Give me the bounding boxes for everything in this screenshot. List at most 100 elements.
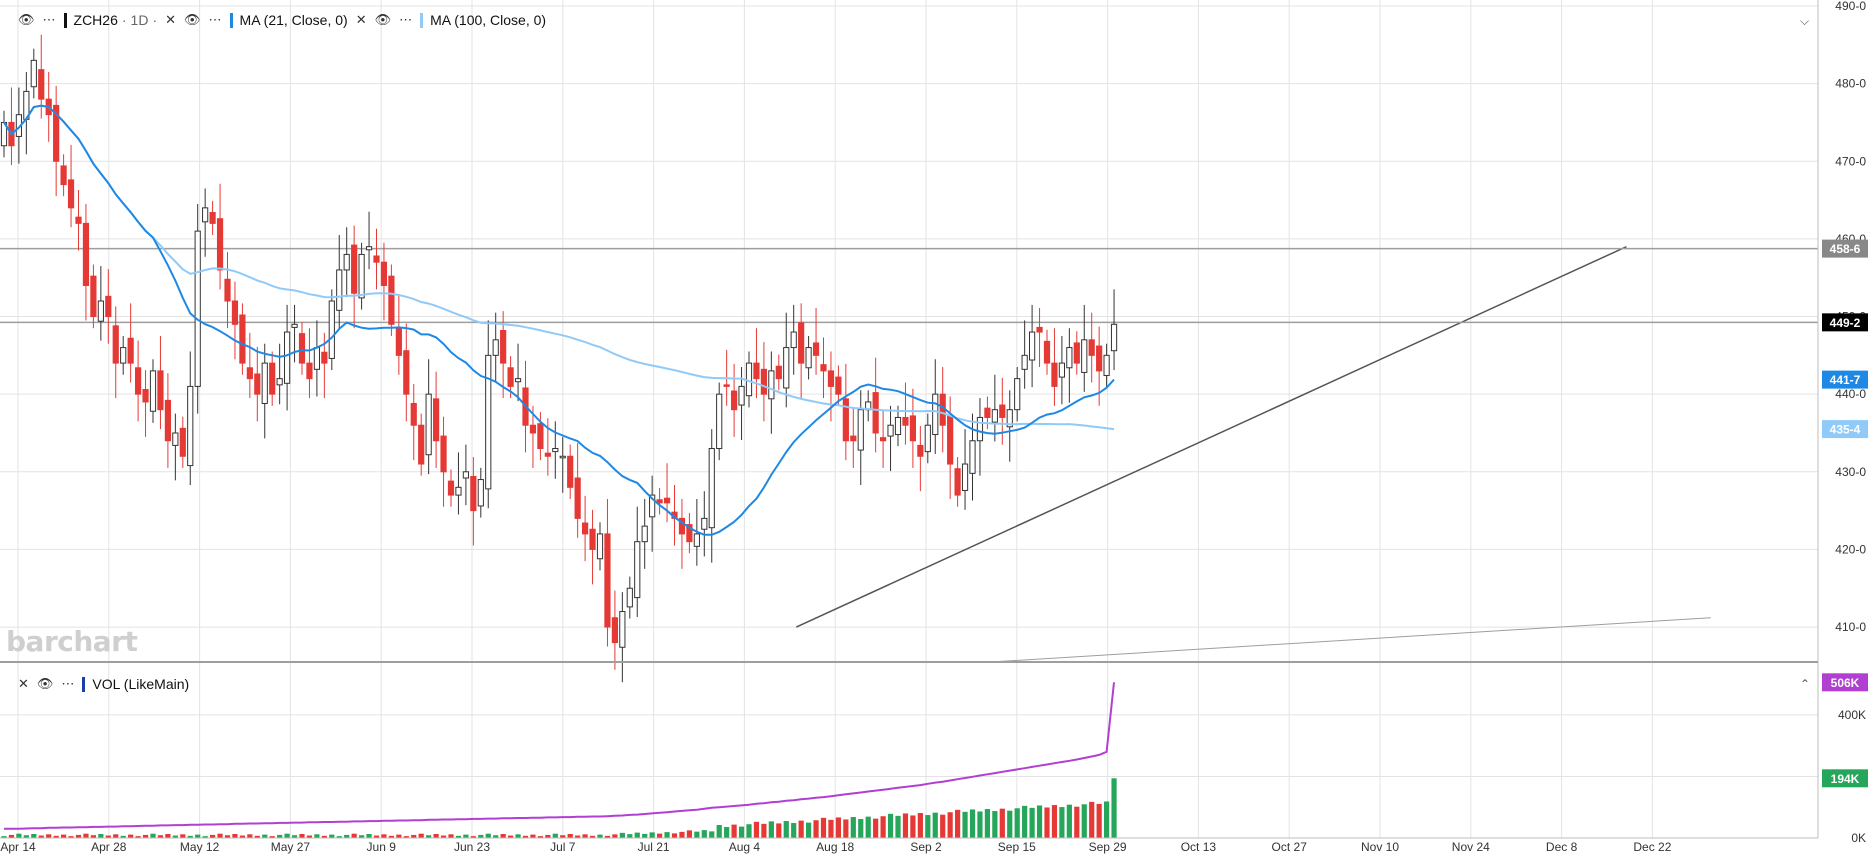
close-icon[interactable]: ✕ (18, 676, 29, 691)
volume-bar (403, 836, 409, 838)
x-tick-label: May 12 (180, 840, 220, 854)
candle-body (358, 253, 365, 299)
visibility-eye-icon[interactable]: 👁 (374, 12, 392, 27)
visibility-eye-icon[interactable]: 👁 (184, 12, 201, 27)
volume-bar (768, 821, 774, 838)
candle-body (649, 494, 656, 518)
volume-bar (254, 835, 260, 838)
volume-bar (582, 834, 588, 838)
price-label: 435-4 (1830, 423, 1861, 437)
candle-body (30, 59, 37, 88)
volume-bar (411, 834, 417, 838)
x-tick-label: Jul 21 (638, 840, 670, 854)
candle-body (961, 463, 969, 491)
volume-bar (1104, 801, 1110, 838)
volume-legend-item[interactable]: VOL (LikeMain) (82, 676, 189, 692)
volume-bar (113, 834, 119, 838)
ma21-legend[interactable]: MA (21, Close, 0) (229, 12, 348, 28)
candle-body (470, 475, 477, 512)
candle-body (999, 404, 1006, 418)
volume-bar (999, 808, 1005, 838)
price-lines[interactable] (0, 247, 1818, 324)
y-tick-label: 410-0 (1835, 620, 1866, 634)
candle-body (1051, 362, 1058, 387)
volume-bar (746, 824, 752, 838)
candle-body (1058, 362, 1066, 378)
x-tick-label: Apr 28 (91, 840, 127, 854)
more-icon[interactable]: ⋯ (208, 12, 222, 27)
candle-body (701, 517, 708, 530)
candle-body (202, 207, 209, 223)
volume-bar (359, 835, 365, 838)
more-icon[interactable]: ⋯ (399, 12, 413, 27)
candle-body (686, 524, 693, 543)
y-tick-label: 440-0 (1835, 387, 1866, 401)
candle-body (433, 398, 440, 442)
volume-bar (418, 833, 424, 838)
volume-bar (239, 835, 245, 838)
volume-bar (828, 819, 834, 838)
x-tick-label: Oct 27 (1272, 840, 1308, 854)
candle-body (105, 295, 112, 318)
volume-average (4, 682, 1115, 830)
symbol-label[interactable]: ZCH26 · 1D · (63, 12, 157, 28)
candles (0, 34, 1118, 683)
volume-bar (105, 835, 111, 838)
candle-body (291, 323, 298, 328)
y-tick-label: 490-0 (1835, 0, 1866, 13)
volume-bar (850, 817, 856, 838)
trendlines[interactable] (795, 245, 1711, 663)
candle-body (388, 275, 395, 325)
candle-body (619, 611, 626, 648)
volume-bar (515, 834, 521, 838)
candle-body (209, 212, 216, 224)
candle-body (991, 409, 998, 423)
candle-body (582, 522, 589, 535)
volume-bar (1066, 804, 1072, 838)
more-icon[interactable]: ⋯ (61, 676, 75, 691)
volume-bar (902, 813, 909, 838)
ma100-legend[interactable]: MA (100, Close, 0) (420, 12, 546, 28)
candle-body (693, 533, 700, 547)
volume-bar (530, 834, 536, 838)
volume-bar (165, 834, 171, 838)
volume-value-label: 194K (1831, 772, 1860, 786)
volume-bar (68, 836, 74, 838)
candle-body (850, 435, 857, 442)
candle-body (97, 300, 104, 322)
candle-body (38, 69, 45, 100)
candle-body (440, 435, 447, 473)
candle-body (544, 452, 551, 457)
volume-bar (575, 835, 581, 838)
chevron-up-icon[interactable]: ⌃ (1800, 677, 1811, 691)
volume-bar (202, 836, 208, 838)
candle-body (60, 165, 67, 186)
volume-bar (925, 815, 931, 838)
candle-body (932, 393, 939, 436)
close-icon[interactable]: ✕ (165, 12, 177, 27)
volume-bar (604, 835, 611, 838)
candle-body (537, 423, 544, 450)
volume-bar (1074, 806, 1080, 838)
visibility-eye-icon[interactable]: 👁 (36, 676, 54, 691)
candle-body (216, 218, 224, 271)
chevron-down-icon[interactable]: ⌵ (1800, 14, 1810, 28)
candle-body (798, 322, 805, 364)
more-icon[interactable]: ⋯ (42, 12, 56, 27)
candle-body (596, 533, 604, 560)
volume-bar (1096, 803, 1102, 838)
close-icon[interactable]: ✕ (355, 12, 367, 27)
volume-bar (865, 816, 871, 838)
volume-bar (940, 814, 946, 838)
ma100-label: MA (100, Close, 0) (430, 12, 547, 28)
volume-value-label-bg (1822, 769, 1868, 788)
candle-body (284, 331, 291, 384)
candle-body (812, 342, 820, 356)
volume-bar (694, 831, 700, 838)
visibility-eye-icon[interactable]: 👁 (18, 12, 35, 27)
candle-body (917, 444, 924, 457)
candle-body (343, 253, 350, 271)
volume-bar (873, 818, 879, 838)
candle-body (641, 525, 648, 543)
